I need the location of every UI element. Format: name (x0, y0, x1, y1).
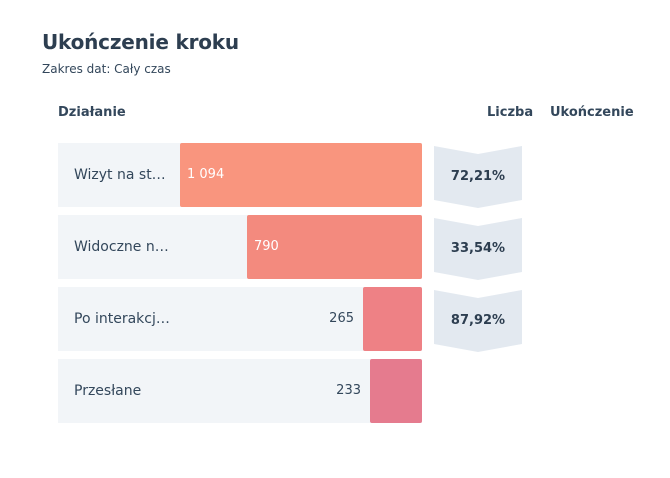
funnel-row[interactable]: Przesłane 233 (58, 359, 422, 423)
funnel-row[interactable]: Wizyt na st… 1 094 (58, 143, 422, 207)
completion-rate-label: 33,54% (450, 241, 506, 256)
date-range-subtitle: Zakres dat: Cały czas (42, 62, 171, 76)
funnel-bar[interactable] (370, 359, 422, 423)
column-header-action: Działanie (58, 105, 126, 120)
column-header-completion: Ukończenie (550, 105, 634, 120)
funnel-value-label: 265 (329, 311, 354, 326)
funnel-value-label: 790 (254, 239, 279, 254)
funnel-row[interactable]: Widoczne n… 790 (58, 215, 422, 279)
funnel-bar[interactable] (180, 143, 422, 207)
funnel-bar[interactable] (363, 287, 422, 351)
chevron-fill (434, 290, 522, 352)
chevron-fill (434, 218, 522, 280)
column-header-count: Liczba (487, 105, 534, 120)
funnel-row[interactable]: Po interakcj… 265 (58, 287, 422, 351)
chevron-fill (434, 146, 522, 208)
completion-rate-chevron: 33,54% (434, 218, 522, 280)
chart-title: Ukończenie kroku (42, 30, 239, 54)
completion-rate-chevron: 72,21% (434, 146, 522, 208)
funnel-step-label: Przesłane (74, 383, 142, 399)
funnel-value-label: 233 (336, 383, 361, 398)
chevron-shape (434, 290, 522, 352)
completion-rate-label: 72,21% (450, 169, 506, 184)
funnel-bar[interactable] (247, 215, 422, 279)
funnel-step-label: Widoczne n… (74, 239, 169, 255)
completion-rate-chevron: 87,92% (434, 290, 522, 352)
funnel-step-label: Wizyt na st… (74, 167, 166, 183)
chevron-shape (434, 146, 522, 208)
chevron-shape (434, 218, 522, 280)
funnel-step-label: Po interakcj… (74, 311, 170, 327)
funnel-value-label: 1 094 (187, 167, 225, 182)
completion-rate-label: 87,92% (450, 313, 506, 328)
